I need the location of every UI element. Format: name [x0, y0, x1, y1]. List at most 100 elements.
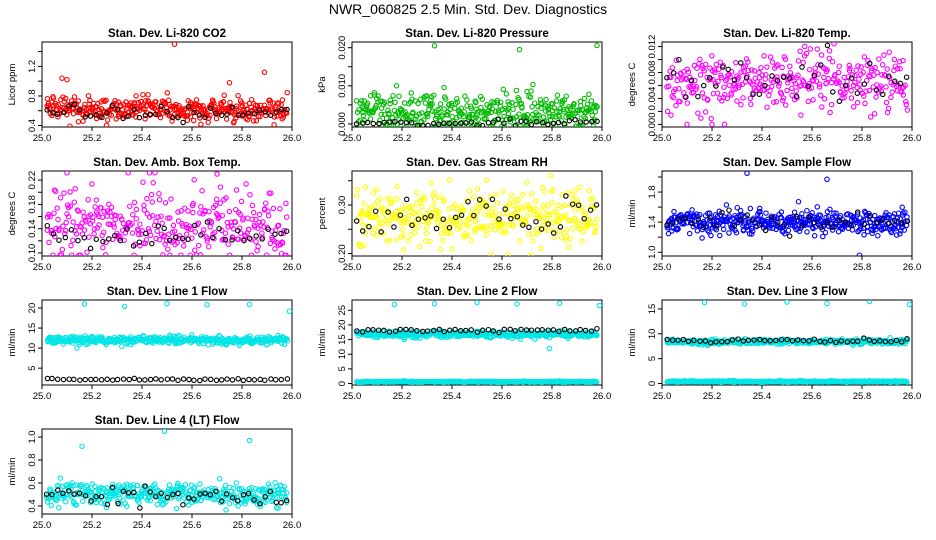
data-point	[251, 377, 258, 383]
data-point	[583, 119, 589, 125]
data-point	[862, 100, 868, 107]
data-point	[798, 112, 804, 118]
data-point	[538, 213, 544, 219]
data-point	[82, 376, 88, 383]
data-point	[501, 120, 507, 126]
data-point	[512, 328, 518, 334]
data-point	[359, 228, 366, 234]
data-point	[781, 221, 788, 228]
data-point	[815, 62, 821, 68]
data-point	[178, 208, 184, 214]
data-point	[245, 226, 252, 233]
data-point	[791, 78, 797, 84]
data-point	[866, 87, 873, 94]
x-tick-label: 25.8	[233, 520, 252, 531]
data-point	[536, 208, 542, 214]
data-point	[869, 65, 875, 72]
data-point	[495, 116, 502, 122]
data-point	[529, 231, 536, 237]
data-point	[866, 337, 873, 343]
y-tick-label: 0.010	[337, 74, 348, 98]
data-point	[408, 90, 415, 96]
data-point	[536, 112, 542, 118]
data-point	[449, 113, 455, 120]
data-point	[685, 338, 692, 345]
data-point	[789, 85, 795, 92]
data-point	[111, 224, 117, 230]
data-point	[399, 226, 406, 233]
data-point	[447, 327, 453, 334]
data-point	[236, 342, 243, 349]
data-point	[464, 103, 470, 109]
data-point	[180, 376, 187, 382]
data-point	[364, 100, 371, 107]
data-point	[386, 237, 393, 244]
outlier-point	[64, 171, 70, 176]
data-point	[85, 196, 91, 203]
data-point	[474, 186, 481, 192]
data-point	[155, 223, 161, 229]
data-point	[669, 65, 676, 71]
data-point	[891, 56, 898, 63]
data-point	[117, 213, 124, 220]
data-point	[185, 104, 192, 110]
plot-title: Stan. Dev. Li-820 CO2	[108, 28, 226, 40]
data-point	[713, 223, 719, 229]
data-point	[98, 377, 105, 383]
data-point	[400, 247, 407, 253]
data-point	[717, 59, 724, 65]
data-point	[899, 339, 905, 345]
data-point	[186, 376, 192, 383]
data-point	[51, 210, 57, 216]
data-point	[505, 252, 511, 256]
data-point	[364, 119, 371, 126]
data-point	[75, 208, 81, 214]
data-point	[87, 97, 93, 104]
data-point	[169, 114, 176, 121]
data-point	[431, 92, 437, 98]
data-point	[674, 77, 681, 84]
data-point	[828, 101, 835, 108]
data-point	[124, 226, 130, 232]
data-point	[485, 120, 492, 126]
y-tick-label: 0.8	[27, 453, 38, 466]
points	[353, 173, 600, 256]
data-point	[120, 376, 127, 382]
data-point	[578, 206, 585, 213]
data-point	[256, 107, 263, 114]
data-point	[861, 335, 867, 341]
data-point	[216, 225, 222, 232]
data-point	[272, 376, 279, 383]
data-point	[434, 220, 441, 226]
data-point	[253, 117, 260, 124]
data-point	[69, 480, 75, 486]
data-point	[527, 94, 534, 100]
data-point	[550, 327, 557, 333]
y-tick-label: 0.000	[647, 113, 658, 137]
data-point	[525, 231, 532, 237]
data-point	[54, 111, 61, 117]
data-point	[534, 118, 540, 125]
data-point	[720, 226, 727, 233]
data-point	[353, 121, 360, 127]
outlier-point	[171, 42, 178, 47]
data-point	[723, 202, 730, 208]
data-point	[519, 104, 525, 110]
x-tick-label: 25.8	[233, 133, 252, 144]
data-point	[246, 376, 252, 383]
data-point	[373, 232, 380, 239]
data-point	[800, 337, 807, 344]
data-point	[873, 94, 879, 100]
data-point	[861, 221, 868, 228]
data-point	[449, 246, 455, 252]
data-point	[61, 109, 67, 116]
data-point	[766, 92, 772, 99]
data-point	[408, 120, 415, 126]
data-point	[566, 117, 573, 124]
data-point	[71, 199, 78, 205]
data-point	[189, 101, 196, 107]
data-point	[197, 377, 203, 384]
x-tick-label: 25.8	[543, 133, 562, 144]
data-point	[441, 106, 447, 112]
